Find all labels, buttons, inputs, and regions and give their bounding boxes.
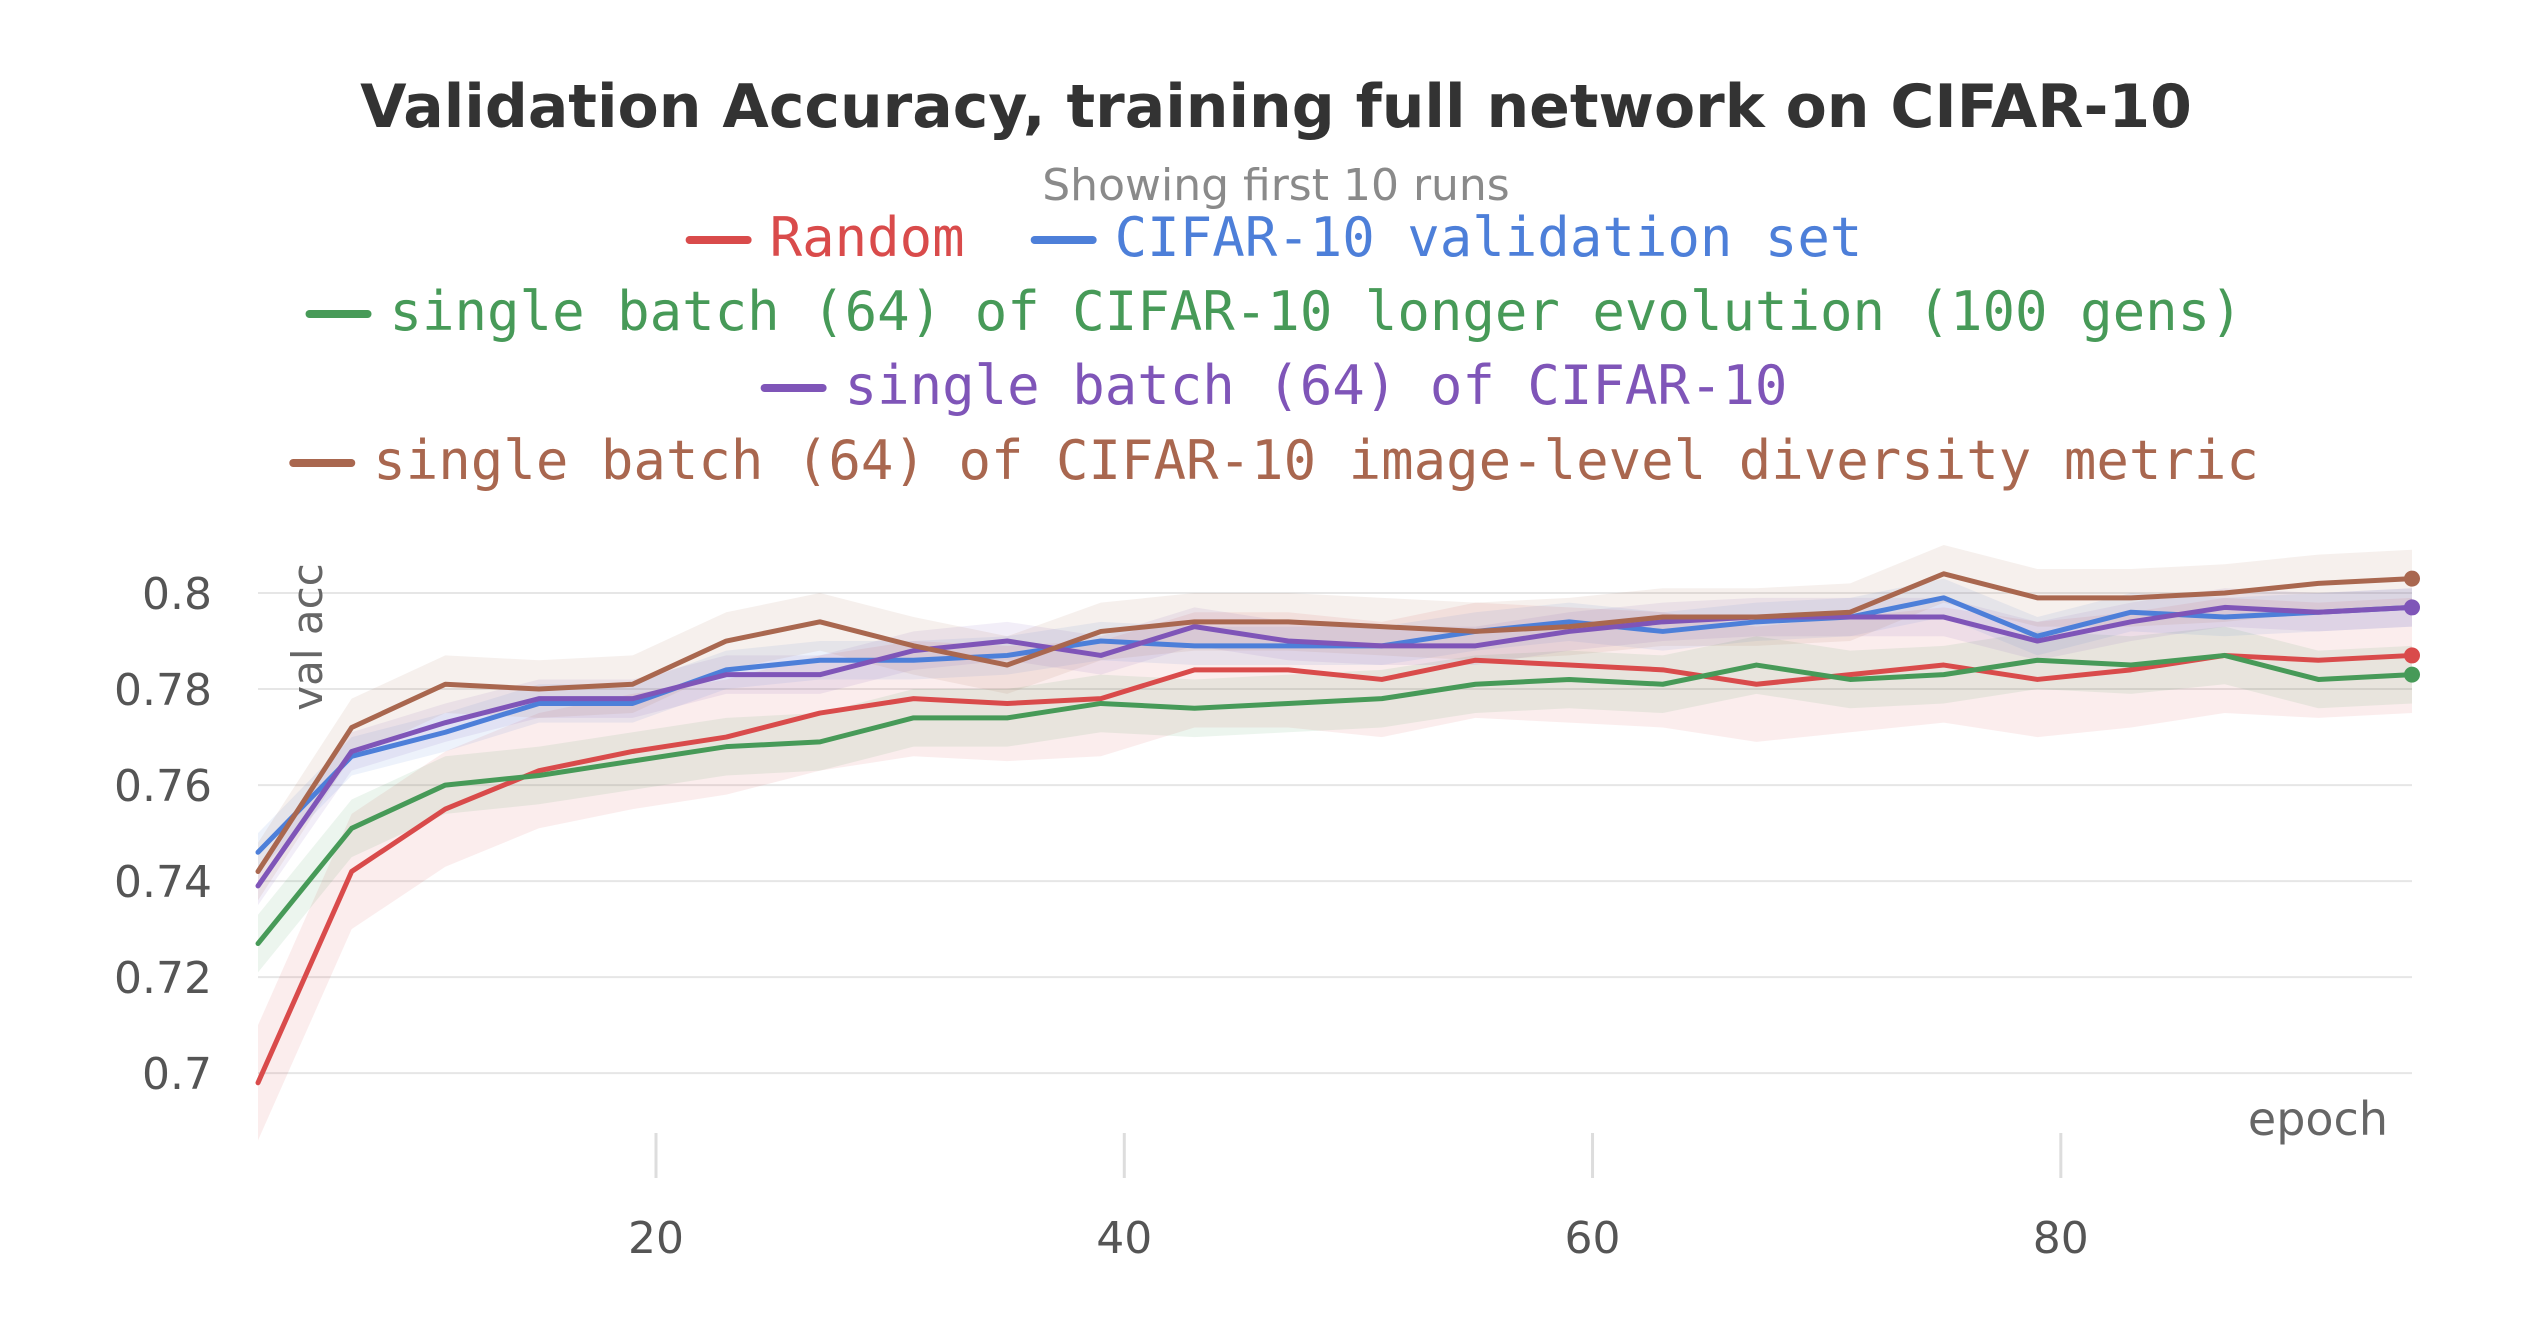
y-axis-label: val acc (283, 563, 332, 711)
y-tick-label: 0.7 (142, 1049, 212, 1100)
grid-lines (258, 592, 2412, 1075)
series-endpoint (2404, 647, 2420, 664)
x-tick-label: 60 (1565, 1213, 1621, 1264)
x-tick-label: 40 (1096, 1213, 1152, 1264)
y-tick-label: 0.74 (114, 857, 212, 908)
series-band (258, 588, 2412, 906)
x-axis-ticks: 20 40 60 80 (628, 1133, 2089, 1264)
legend-label: CIFAR-10 validation set (1115, 206, 1863, 269)
x-tick-label: 20 (628, 1213, 684, 1264)
series-line (255, 604, 2415, 889)
y-tick-label: 0.76 (114, 761, 212, 812)
legend: Random CIFAR-10 validation set single batc… (289, 206, 2259, 492)
legend-label: single batch (64) of CIFAR-10 (845, 354, 1788, 417)
series-line (255, 571, 2415, 875)
legend-label: single batch (64) of CIFAR-10 image-leve… (373, 429, 2259, 492)
series-band (258, 545, 2412, 901)
y-tick-label: 0.8 (142, 569, 212, 620)
confidence-bands (258, 545, 2412, 1141)
series-band (258, 597, 2412, 1141)
y-tick-label: 0.78 (114, 665, 212, 716)
legend-label: single batch (64) of CIFAR-10 longer evo… (390, 280, 2243, 343)
y-axis-ticks: 0.7 0.72 0.74 0.76 0.78 0.8 (114, 569, 212, 1100)
series-lines (255, 571, 2415, 1086)
x-axis-label: epoch (2248, 1092, 2388, 1146)
series-line (255, 652, 2415, 947)
chart-subtitle: Showing first 10 runs (1042, 160, 1509, 211)
series-endpoint (2404, 599, 2420, 616)
chart-title: Validation Accuracy, training full netwo… (360, 72, 2192, 142)
series-endpoints (2404, 570, 2420, 683)
legend-label: Random (770, 206, 965, 269)
series-endpoint (2404, 666, 2420, 683)
x-tick-label: 80 (2033, 1213, 2089, 1264)
series-line (255, 652, 2415, 1086)
series-endpoint (2404, 570, 2420, 587)
y-tick-label: 0.72 (114, 953, 212, 1004)
series-band (258, 578, 2412, 872)
